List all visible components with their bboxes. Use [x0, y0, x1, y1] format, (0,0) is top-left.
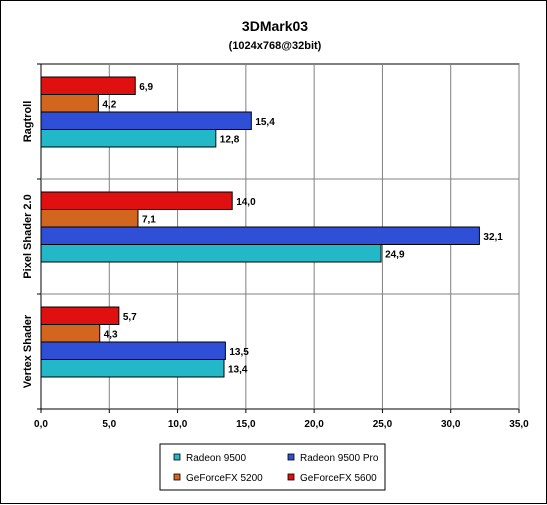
data-label: 24,9	[385, 249, 405, 260]
bar-radeon-9500-pro	[40, 341, 226, 360]
data-label: 5,7	[123, 312, 137, 323]
data-label: 15,4	[255, 117, 275, 128]
legend-label: GeForceFX 5200	[186, 473, 263, 484]
x-tick-label: 0,0	[34, 419, 48, 430]
bar-geforcefx-5200	[40, 94, 99, 113]
legend-label: GeForceFX 5600	[300, 473, 377, 484]
bar-geforcefx-5600	[40, 306, 120, 325]
legend-label: Radeon 9500 Pro	[300, 453, 379, 464]
legend-swatch	[287, 453, 295, 461]
x-tick-label: 15,0	[236, 419, 256, 430]
chart-subtitle: (1024x768@32bit)	[229, 40, 322, 52]
data-label: 4,2	[102, 99, 116, 110]
data-label: 13,5	[229, 347, 249, 358]
legend-swatch	[173, 453, 181, 461]
category-label: Pixel Shader 2.0	[22, 194, 34, 278]
legend-box	[159, 443, 386, 491]
bar-geforcefx-5600	[40, 191, 233, 210]
data-label: 6,9	[139, 82, 153, 93]
bar-geforcefx-5200	[40, 209, 139, 228]
bar-radeon-9500	[40, 129, 217, 148]
bar-radeon-9500	[40, 359, 225, 378]
data-label: 13,4	[228, 364, 248, 375]
labels: 0,0 5,0 10,0 15,0 20,0 25,0 30,0 35,0 6,9 4,2 15,4…	[22, 82, 529, 430]
data-label: 7,1	[142, 214, 156, 225]
data-label: 14,0	[236, 197, 256, 208]
x-tick-label: 25,0	[373, 419, 393, 430]
bar-geforcefx-5600	[40, 76, 136, 95]
bar-radeon-9500-pro	[40, 111, 252, 130]
legend: Radeon 9500 Radeon 9500 Pro GeForceFX 5200…	[159, 443, 386, 491]
x-tick-label: 35,0	[509, 419, 529, 430]
x-tick-label: 5,0	[102, 419, 116, 430]
legend-swatch	[173, 473, 181, 481]
legend-label: Radeon 9500	[186, 453, 246, 464]
data-label: 12,8	[220, 134, 240, 145]
data-label: 32,1	[483, 232, 503, 243]
bars	[40, 76, 480, 378]
bar-radeon-9500-pro	[40, 226, 480, 245]
chart-title: 3DMark03	[242, 18, 308, 34]
category-label: Ragtroll	[22, 101, 34, 143]
category-label: Vertex Shader	[22, 314, 34, 388]
bar-geforcefx-5200	[40, 324, 101, 343]
legend-swatch	[287, 473, 295, 481]
bar-radeon-9500	[40, 244, 382, 263]
x-tick-label: 30,0	[441, 419, 461, 430]
x-tick-label: 20,0	[304, 419, 324, 430]
data-label: 4,3	[104, 329, 118, 340]
x-tick-label: 10,0	[168, 419, 188, 430]
